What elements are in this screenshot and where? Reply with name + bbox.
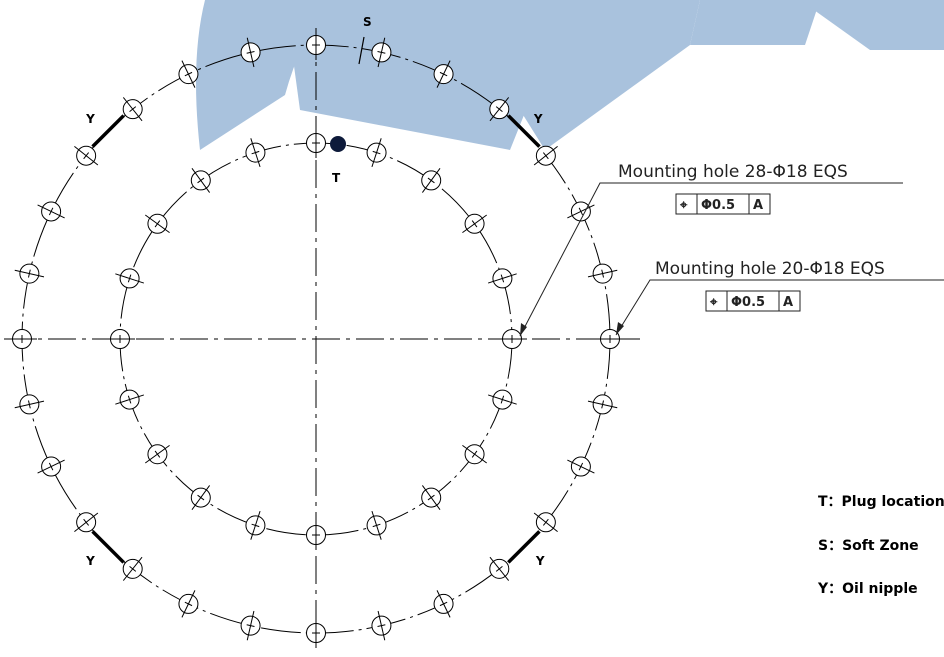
outer-hole-group [7,30,625,648]
oil-nipple-label-top-right: Y [533,112,543,126]
outer-hole [37,201,65,222]
inner-hole [115,389,145,410]
outer-leader-line [519,182,903,337]
legend-item-plug: T：Plug location [818,494,944,510]
outer-hole [240,610,261,641]
outer-datum-ref: A [753,198,763,213]
outer-position-symbol: ⌖ [679,198,688,213]
outer-hole [533,145,558,166]
inner-leader-arrow [616,322,624,335]
outer-tolerance-value: Φ0.5 [701,198,735,213]
outer-hole [433,590,454,618]
outer-hole [371,37,392,68]
outer-tolerance-frame: ⌖ Φ0.5 A [675,193,771,215]
outer-hole [74,145,99,166]
oil-nipple-bar-bottom-right [507,530,541,564]
outer-hole [595,329,625,349]
outer-hole [567,201,595,222]
oil-nipple-marks: Y Y Y Y [85,112,545,568]
inner-hole [366,138,387,168]
outer-hole [533,512,558,533]
outer-hole [433,60,454,88]
outer-hole [587,263,618,284]
inner-hole [306,128,326,158]
inner-hole [487,268,517,289]
outer-hole [240,37,261,68]
oil-nipple-label-top-left: Y [85,112,95,126]
callout-inner: Mounting hole 20-Φ18 EQS ⌖ Φ0.5 A [615,259,944,336]
outer-hole [74,512,99,533]
soft-zone-mark [358,36,365,65]
outer-leader-arrow [520,323,527,336]
inner-hole-group [105,128,527,550]
oil-nipple-bar-bottom-left [91,530,125,564]
inner-hole [145,444,170,465]
outer-hole [371,610,392,641]
outer-hole [14,263,45,284]
inner-hole [245,510,266,540]
outer-hole [489,556,510,581]
outer-hole [178,60,199,88]
outer-hole [122,97,143,122]
outer-hole [14,394,45,415]
outer-hole [306,618,326,648]
inner-position-symbol: ⌖ [709,295,718,310]
outer-hole [178,590,199,618]
inner-hole [462,444,487,465]
oil-nipple-bar-top-right [507,114,541,148]
legend-item-soft-zone: S：Soft Zone [818,538,919,554]
inner-hole [145,213,170,234]
oil-nipple-bar-top-left [91,114,125,148]
inner-hole [190,485,211,510]
outer-hole [306,30,326,60]
inner-callout-text: Mounting hole 20-Φ18 EQS [655,259,885,279]
inner-datum-ref: A [783,295,793,310]
inner-hole [306,520,326,550]
outer-hole [37,456,65,477]
oil-nipple-label-bottom-right: Y [535,554,545,568]
watermark-logo [196,0,944,150]
oil-nipple-label-bottom-left: Y [85,554,95,568]
outer-hole [489,97,510,122]
soft-zone-label: S [363,15,372,29]
callout-outer: Mounting hole 28-Φ18 EQS ⌖ Φ0.5 A [519,162,903,337]
inner-tolerance-value: Φ0.5 [731,295,765,310]
watermark-shape-w [800,0,944,50]
legend-item-oil-nipple: Y：Oil nipple [817,581,918,597]
inner-hole [421,485,442,510]
inner-hole [421,168,442,193]
outer-hole [122,556,143,581]
outer-hole [567,456,595,477]
inner-hole [105,329,135,349]
outer-hole [587,394,618,415]
legend: T：Plug location S：Soft Zone Y：Oil nipple [817,494,944,597]
inner-hole [366,510,387,540]
inner-hole [497,329,527,349]
inner-hole [462,213,487,234]
watermark-shape-z [440,0,700,150]
outer-hole [7,329,37,349]
inner-hole [190,168,211,193]
inner-hole [115,268,145,289]
inner-hole [245,138,266,168]
watermark-shape-right [690,0,820,45]
inner-hole [487,389,517,410]
plug-location-dot [330,136,346,152]
inner-tolerance-frame: ⌖ Φ0.5 A [705,290,801,312]
outer-callout-text: Mounting hole 28-Φ18 EQS [618,162,848,182]
inner-leader-line [615,279,944,336]
plug-location-label: T [332,171,341,185]
